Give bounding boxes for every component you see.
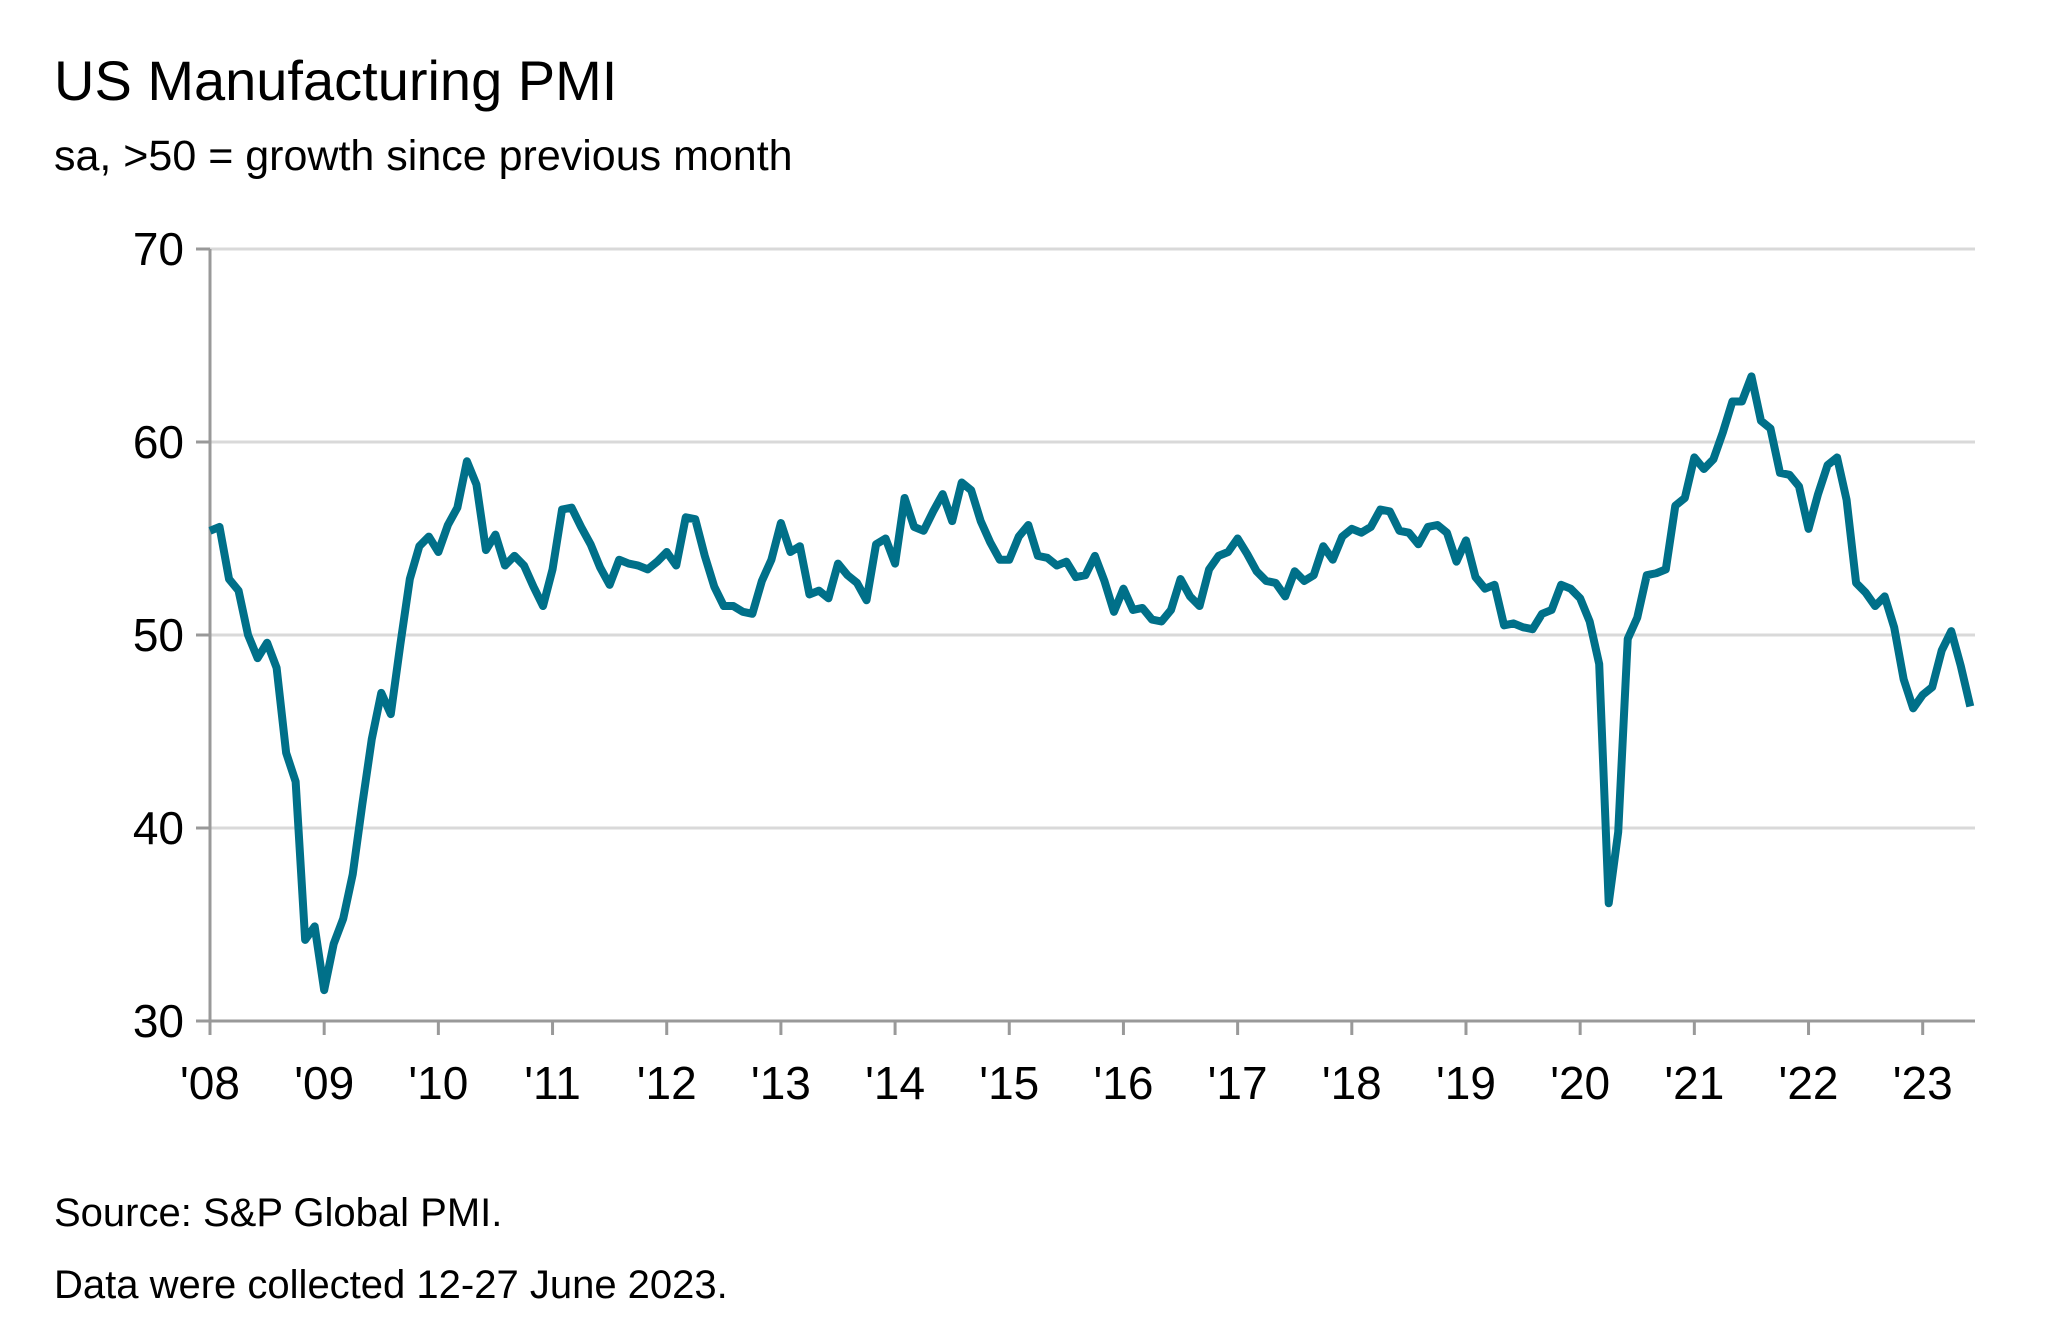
x-tick-label: '11 [524,1057,581,1109]
series-line-0 [208,372,1975,995]
x-tick-label: '12 [637,1057,697,1109]
x-tick-label: '14 [865,1057,925,1109]
y-tick-label: 70 [133,223,184,275]
y-tick-label: 50 [133,609,184,661]
x-tick-label: '13 [751,1057,811,1109]
x-tick-label: '23 [1893,1057,1953,1109]
x-tick-label: '09 [294,1057,354,1109]
series-layer [208,372,1975,995]
x-tick-label: '10 [408,1057,468,1109]
y-tick-label: 60 [133,416,184,468]
chart-subtitle: sa, >50 = growth since previous month [54,132,793,180]
x-tick-label: '22 [1779,1057,1839,1109]
x-tick-label: '17 [1208,1057,1268,1109]
x-tick-labels: '08 '09 '10 '11 '12 '13 '14 '15 '16 '17 '18 '19 '20 '… [180,1057,1953,1109]
pmi-line-chart: 30 40 50 60 70 '08 '09 '10 '11 '12 '13 '14 '15 '16 '1… [133,223,1975,1109]
x-tick-label: '18 [1322,1057,1382,1109]
gridlines [210,247,1975,830]
y-tick-labels: 30 40 50 60 70 [133,223,184,1047]
x-tick-label: '15 [979,1057,1039,1109]
y-tick-label: 40 [133,802,184,854]
y-tick-label: 30 [133,995,184,1047]
source-note: Source: S&P Global PMI. [54,1191,503,1235]
collection-note: Data were collected 12-27 June 2023. [54,1263,728,1307]
x-tick-label: '16 [1093,1057,1153,1109]
x-tick-label: '19 [1436,1057,1496,1109]
x-tick-label: '08 [180,1057,240,1109]
axes [196,247,1975,1035]
x-tick-label: '21 [1664,1057,1724,1109]
chart-title: US Manufacturing PMI [54,49,618,112]
x-tick-label: '20 [1550,1057,1610,1109]
